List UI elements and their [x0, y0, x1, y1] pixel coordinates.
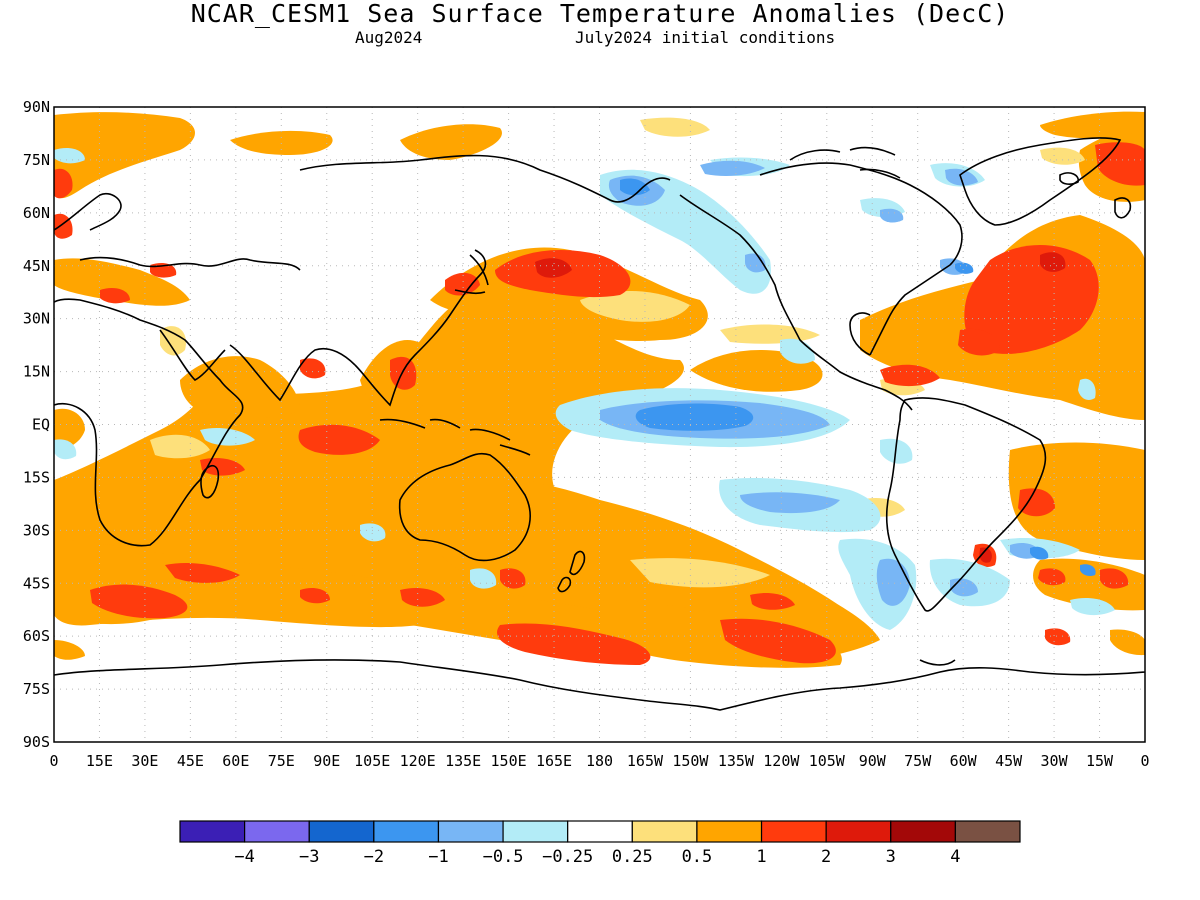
colorbar-swatch [502, 820, 569, 843]
lon-tick-label: 60E [222, 752, 249, 770]
colorbar-swatch [954, 820, 1021, 843]
colorbar-swatch [373, 820, 440, 843]
lat-tick-label: 45N [23, 257, 50, 275]
lon-tick-label: 165E [536, 752, 572, 770]
colorbar-swatch [437, 820, 504, 843]
colorbar-swatch [760, 820, 827, 843]
lon-tick-label: 120E [400, 752, 436, 770]
lon-tick-label: 135W [718, 752, 755, 770]
lon-tick-label: 75E [268, 752, 295, 770]
colorbar-labels: −4 −3 −2 −1 −0.5 −0.25 0.25 0.5 1 2 3 4 [234, 847, 960, 867]
colorbar-label: −2 [364, 847, 384, 867]
longitude-tick-labels: 0 15E 30E 45E 60E 75E 90E 105E 120E 135E 150E 165E 1… [49, 752, 1149, 770]
lon-tick-label: 135E [445, 752, 481, 770]
colorbar-label: −0.25 [542, 847, 593, 867]
lon-tick-label: 105E [354, 752, 390, 770]
lat-tick-label: 30S [23, 521, 50, 539]
lon-tick-label: 75W [904, 752, 932, 770]
chart-title: NCAR_CESM1 Sea Surface Temperature Anoma… [190, 0, 1010, 28]
colorbar-swatch [631, 820, 698, 843]
lon-tick-label: 150W [672, 752, 709, 770]
colorbar-label: −3 [299, 847, 319, 867]
lat-tick-label: 15N [23, 363, 50, 381]
coastline [54, 137, 1145, 711]
colorbar-swatch [890, 820, 956, 843]
colorbar-swatch [696, 820, 763, 843]
lon-tick-label: 180 [586, 752, 613, 770]
initial-conditions-label: July2024 initial conditions [575, 28, 836, 47]
colorbar [179, 820, 1021, 843]
lon-tick-label: 90W [859, 752, 887, 770]
colorbar-label: 2 [821, 847, 831, 867]
lon-tick-label: 0 [1140, 752, 1149, 770]
lat-tick-label: 60N [23, 204, 50, 222]
colorbar-label: −0.5 [483, 847, 524, 867]
lat-tick-label: 75N [23, 151, 50, 169]
lat-tick-label: 90S [23, 733, 50, 751]
colorbar-label: 4 [950, 847, 960, 867]
colorbar-label: 3 [886, 847, 896, 867]
lon-tick-label: 60W [950, 752, 978, 770]
lat-tick-label: 75S [23, 680, 50, 698]
colorbar-swatch [308, 820, 375, 843]
colorbar-label: 0.5 [682, 847, 713, 867]
lat-tick-label: EQ [32, 416, 50, 434]
colorbar-swatch [244, 820, 310, 843]
anomaly-field [54, 107, 1145, 742]
lon-tick-label: 15E [86, 752, 113, 770]
lon-tick-label: 45E [177, 752, 204, 770]
lon-tick-label: 165W [627, 752, 664, 770]
colorbar-label: 0.25 [612, 847, 653, 867]
lat-tick-label: 45S [23, 574, 50, 592]
map-frame [53, 106, 1146, 743]
latitude-tick-labels: 90N 75N 60N 45N 30N 15N EQ 15S 30S 45S 60S 75S 90S [23, 98, 50, 751]
lat-tick-label: 30N [23, 310, 50, 328]
colorbar-swatch [179, 820, 246, 843]
colorbar-label: −4 [234, 847, 254, 867]
colorbar-swatch [825, 820, 892, 843]
lon-tick-label: 105W [809, 752, 846, 770]
forecast-month: Aug2024 [355, 28, 423, 47]
colorbar-label: −1 [428, 847, 448, 867]
lat-tick-label: 60S [23, 627, 50, 645]
lon-tick-label: 120W [763, 752, 800, 770]
colorbar-swatch [567, 820, 633, 843]
lon-tick-label: 0 [49, 752, 58, 770]
lon-tick-label: 45W [995, 752, 1023, 770]
lon-tick-label: 30E [131, 752, 158, 770]
lon-tick-label: 15W [1086, 752, 1114, 770]
lon-tick-label: 150E [491, 752, 527, 770]
lon-tick-label: 30W [1041, 752, 1069, 770]
colorbar-label: 1 [756, 847, 766, 867]
lat-tick-label: 90N [23, 98, 50, 116]
lon-tick-label: 90E [313, 752, 340, 770]
lat-tick-label: 15S [23, 468, 50, 486]
